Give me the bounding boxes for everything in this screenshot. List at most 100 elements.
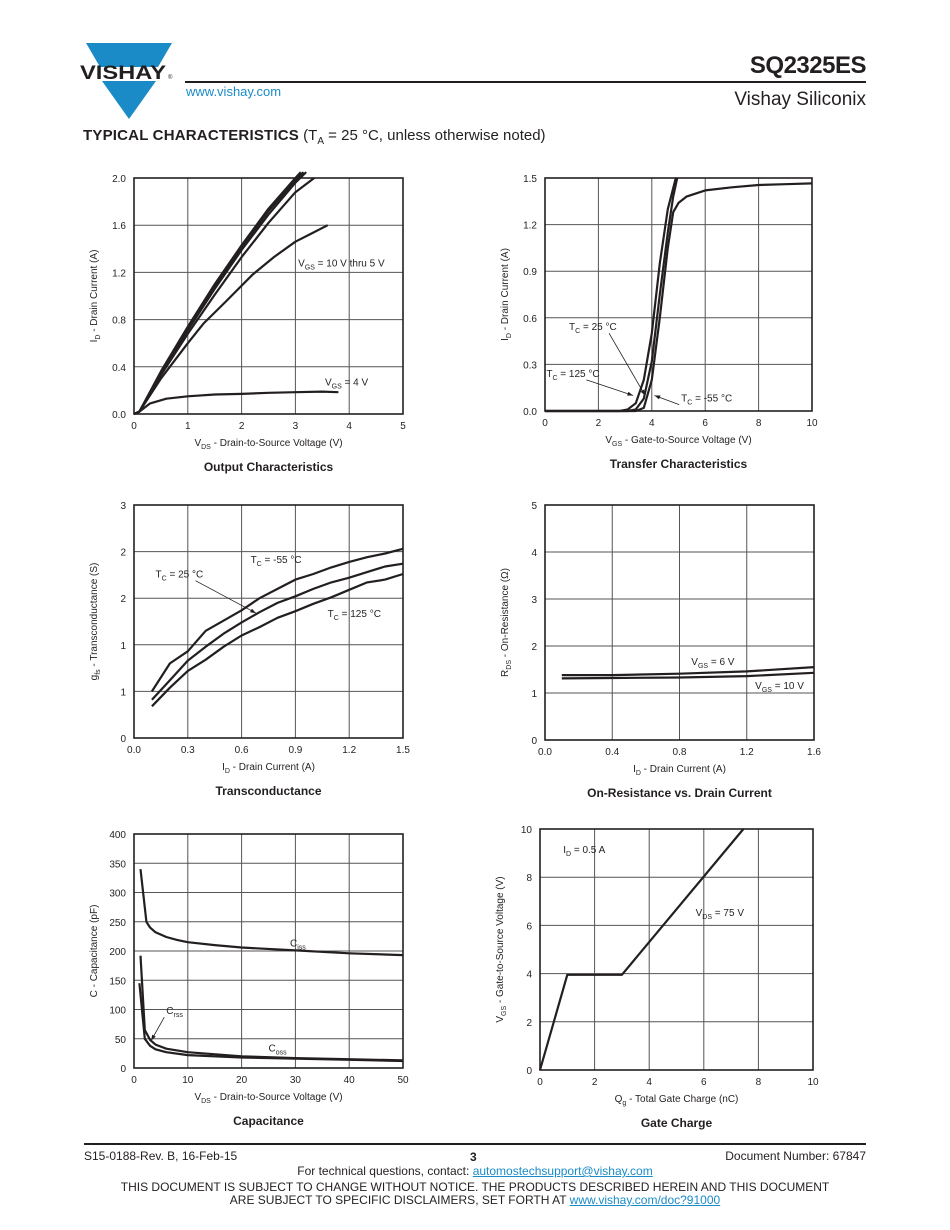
y-axis-label: gfs - Transconductance (S) [89, 563, 102, 681]
x-tick-label: 6 [702, 418, 708, 429]
series-line-ciss [139, 868, 404, 957]
x-axis-label-rest: - Drain Current (A) [230, 762, 315, 773]
y-tick-label: 0 [120, 1064, 126, 1075]
website-link[interactable]: www.vishay.com [186, 84, 282, 99]
annotation: VGS = 10 V thru 5 V [298, 259, 385, 272]
plot-frame [544, 504, 815, 741]
annotation-main: T [156, 570, 162, 581]
x-tick-label: 40 [344, 1075, 356, 1086]
annotation-main: T [251, 555, 257, 566]
disclaimer-prefix: ARE SUBJECT TO SPECIFIC DISCLAIMERS, SET… [229, 1193, 570, 1207]
x-axis-label-rest: - Drain-to-Source Voltage (V) [211, 438, 343, 449]
x-axis-label-sub: DS [201, 444, 211, 451]
y-tick-label: 50 [115, 1035, 127, 1046]
y-axis-label-rest: - Transconductance (S) [89, 563, 100, 670]
annotation-main: I [563, 845, 566, 856]
y-axis-label-rest: - Drain Current (A) [89, 250, 100, 335]
y-axis-label: ID - Drain Current (A) [500, 248, 513, 341]
series-line-tc-55-c [545, 182, 813, 413]
x-axis-label-rest: - Total Gate Charge (nC) [626, 1094, 738, 1105]
y-tick-label: 2.0 [112, 174, 126, 185]
annotation: TC = 25 °C [569, 322, 617, 335]
y-tick-label: 200 [109, 947, 126, 958]
x-axis-label-main: V [605, 435, 612, 446]
series-line-vgs-4-v [133, 390, 339, 416]
y-tick-label: 2 [120, 594, 126, 605]
annotation: VGS = 10 V [755, 681, 804, 694]
y-axis-label-sub: D [506, 333, 513, 338]
y-tick-label: 1 [120, 687, 126, 698]
y-axis-label-sub: D [95, 335, 102, 340]
disclaimer-link[interactable]: www.vishay.com/doc?91000 [569, 1193, 721, 1207]
chart-title: Output Characteristics [204, 460, 334, 474]
x-axis-label-sub: D [225, 768, 230, 775]
annotation-rest: = 25 °C [580, 322, 617, 333]
y-axis-label: VGS - Gate-to-Source Voltage (V) [495, 876, 508, 1022]
x-tick-label: 2 [239, 421, 245, 432]
x-tick-label: 8 [756, 418, 762, 429]
x-axis-label: ID - Drain Current (A) [633, 764, 726, 777]
chart-title: On-Resistance vs. Drain Current [587, 786, 772, 800]
annotation-sub: D [566, 851, 571, 858]
x-tick-label: 1.2 [342, 745, 356, 756]
logo-text: VISHAY [80, 63, 166, 84]
y-tick-label: 150 [109, 976, 126, 987]
y-axis-label-sub: GS [501, 1006, 508, 1016]
x-axis-label-main: I [222, 762, 225, 773]
x-tick-label: 0.9 [288, 745, 302, 756]
x-tick-label: 0.6 [235, 745, 249, 756]
y-tick-label: 4 [526, 970, 532, 981]
series-line-tc-25-c [151, 562, 404, 701]
series-line-vds-75-v [538, 828, 745, 1071]
x-axis-label: VGS - Gate-to-Source Voltage (V) [605, 435, 751, 448]
disclaimer: THIS DOCUMENT IS SUBJECT TO CHANGE WITHO… [0, 1181, 950, 1207]
y-tick-label: 1.6 [112, 221, 126, 232]
annotation: VGS = 6 V [691, 657, 735, 670]
plot-frame [133, 833, 404, 1069]
y-axis-label-main: g [89, 675, 100, 681]
y-axis-label-main: V [495, 1016, 506, 1023]
series-line-coss [138, 983, 404, 1063]
annotation-sub: GS [762, 687, 772, 694]
y-tick-label: 3 [531, 595, 537, 606]
section-title-bold: TYPICAL CHARACTERISTICS [83, 127, 299, 144]
y-tick-label: 0.4 [112, 363, 126, 374]
annotation-rest: = 25 °C [167, 570, 204, 581]
x-tick-label: 8 [756, 1077, 762, 1088]
annotation-main: T [569, 322, 575, 333]
chart-capacitance: 0 10 20 30 40 50050100150200250300350400CissC… [89, 830, 409, 1128]
plot-frame [539, 828, 814, 1071]
y-tick-label: 0.9 [523, 267, 537, 278]
chart-title: Transfer Characteristics [610, 457, 748, 471]
y-axis-label-main: I [89, 340, 100, 343]
support-email-link[interactable]: automostechsupport@vishay.com [472, 1164, 653, 1178]
x-axis-label-main: V [194, 438, 201, 449]
x-tick-label: 0 [131, 421, 137, 432]
annotation-sub: GS [332, 384, 342, 391]
vishay-logo: VISHAY ® [80, 43, 173, 119]
x-tick-label: 20 [236, 1075, 248, 1086]
x-axis-label: Qg - Total Gate Charge (nC) [615, 1094, 739, 1107]
y-tick-label: 6 [526, 921, 532, 932]
annotation-arrow [608, 333, 646, 396]
y-axis-label-rest: - On-Resistance (Ω) [500, 568, 511, 660]
annotation: VGS = 4 V [325, 378, 369, 391]
annotation: ID = 0.5 A [563, 845, 605, 858]
header-rule [185, 81, 866, 83]
x-axis-label: VDS - Drain-to-Source Voltage (V) [194, 1092, 342, 1105]
x-tick-label: 10 [806, 418, 818, 429]
x-tick-label: 1.5 [396, 745, 410, 756]
x-tick-label: 30 [290, 1075, 302, 1086]
x-axis-label-main: V [194, 1092, 201, 1103]
x-tick-label: 2 [592, 1077, 598, 1088]
x-tick-label: 0.8 [673, 747, 687, 758]
footer-rule [84, 1143, 866, 1145]
y-tick-label: 4 [531, 548, 537, 559]
annotation-sub: C [334, 615, 339, 622]
annotation: TC = 125 °C [328, 609, 381, 622]
annotation-rest: = 4 V [342, 378, 369, 389]
annotation: Coss [269, 1044, 288, 1057]
